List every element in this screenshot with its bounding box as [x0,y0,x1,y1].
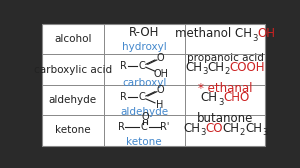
Text: CO: CO [205,122,223,135]
Text: R: R [118,122,125,132]
Text: CH: CH [223,122,240,135]
Text: R: R [120,61,127,71]
Text: R': R' [160,122,170,132]
Text: butanone: butanone [197,112,254,125]
Text: OH: OH [257,27,275,40]
Text: C: C [139,92,145,102]
Text: C: C [139,61,145,71]
Text: 3: 3 [218,98,223,107]
Text: H: H [157,100,164,110]
Text: 3: 3 [252,34,257,43]
Text: carboxylic acid: carboxylic acid [34,65,112,75]
Text: * ethanal: * ethanal [198,82,252,95]
Text: hydroxyl: hydroxyl [122,42,166,52]
Text: aldehyde: aldehyde [49,95,97,105]
Text: 3: 3 [262,128,267,137]
Text: CHO: CHO [223,91,250,104]
Text: CH: CH [245,122,262,135]
Text: O: O [141,112,149,122]
Text: COOH: COOH [230,61,265,74]
Text: propanoic acid: propanoic acid [187,53,264,63]
Text: C: C [141,122,148,132]
Text: 3: 3 [202,67,208,76]
Text: CH: CH [183,122,200,135]
Text: 2: 2 [240,128,245,137]
Text: aldehyde: aldehyde [120,107,168,117]
Text: R-OH: R-OH [129,26,160,39]
Text: ketone: ketone [55,125,91,135]
Text: 2: 2 [224,67,230,76]
Text: R: R [120,92,127,102]
Text: methanol CH: methanol CH [175,27,252,40]
Text: ketone: ketone [127,137,162,147]
Text: alcohol: alcohol [54,34,92,44]
Text: CH: CH [201,91,218,104]
Text: O: O [156,53,164,63]
Text: CH: CH [208,61,224,74]
Text: 3: 3 [200,128,205,137]
Text: carboxyl: carboxyl [122,78,166,88]
Text: OH: OH [154,69,169,79]
Text: O: O [156,85,164,95]
Text: CH: CH [185,61,202,74]
